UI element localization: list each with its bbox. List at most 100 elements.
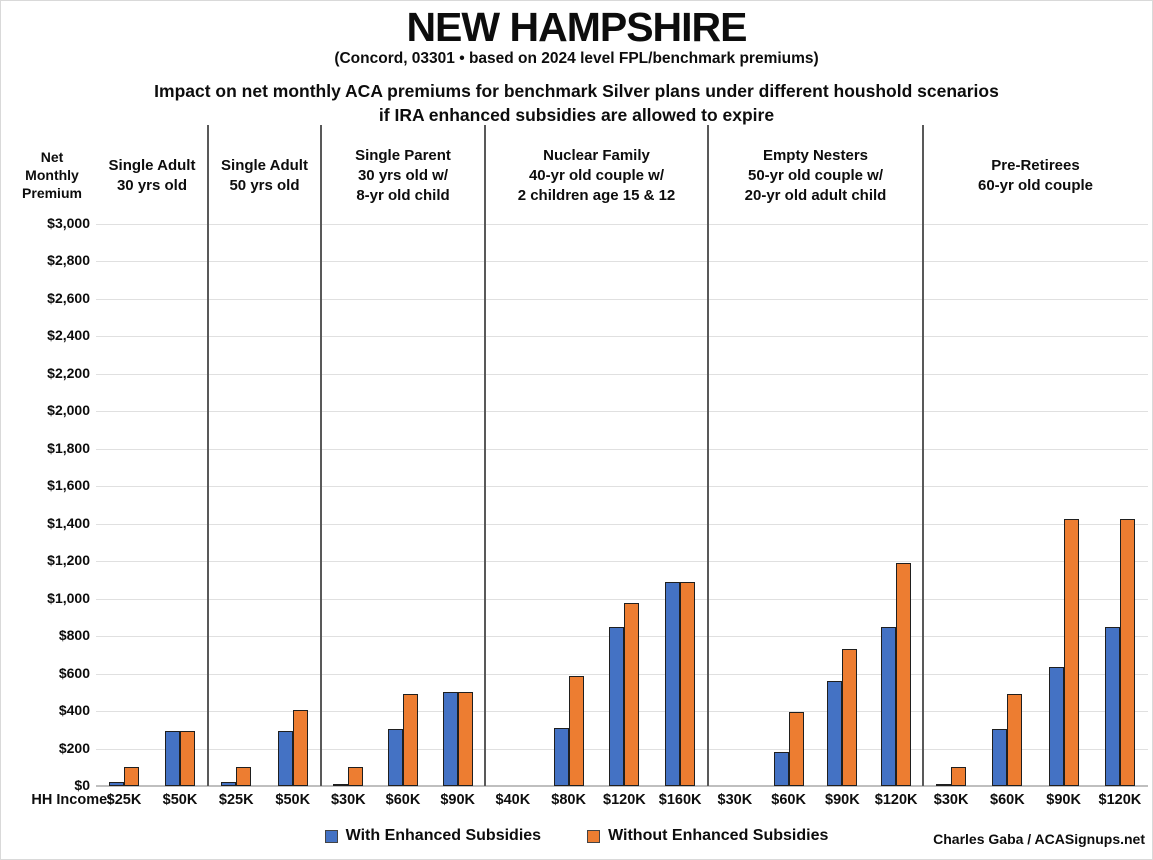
- y-tick-label: $2,000: [47, 402, 90, 419]
- income-tick-label: $25K: [218, 792, 254, 808]
- bar-without-subsidies: [568, 676, 584, 786]
- panel-header: Single Adult 50 yrs old: [221, 157, 308, 194]
- bar-without-subsidies: [624, 603, 640, 786]
- gridline: [96, 411, 1148, 413]
- y-tick-label: $2,400: [47, 327, 90, 344]
- legend-label: With Enhanced Subsidies: [345, 827, 542, 844]
- bar-with-subsidies: [333, 784, 349, 786]
- y-tick-label: $3,000: [47, 215, 90, 231]
- y-tick-label: $1,200: [47, 552, 90, 569]
- panel-divider: [207, 125, 209, 786]
- income-tick-label: $80K: [551, 792, 586, 808]
- income-tick-label: $120K: [874, 792, 918, 808]
- income-tick-label: $120K: [603, 792, 646, 808]
- bar-with-subsidies: [277, 730, 293, 786]
- income-tick-label: $60K: [385, 792, 421, 808]
- bar-with-subsidies: [773, 752, 789, 786]
- gridline: [96, 598, 1148, 600]
- bar-without-subsidies: [236, 767, 252, 786]
- gridline: [96, 523, 1148, 525]
- y-tick-label: $2,200: [47, 364, 90, 381]
- bar-with-subsidies: [881, 626, 897, 786]
- panel-divider: [707, 125, 709, 786]
- bar-without-subsidies: [680, 581, 696, 786]
- bar-without-subsidies: [788, 712, 804, 786]
- income-tick-label: $50K: [162, 792, 198, 808]
- chart-heading-line2: if IRA enhanced subsidies are allowed to…: [378, 105, 775, 125]
- y-tick-label: $1,600: [47, 477, 90, 494]
- gridline: [96, 448, 1148, 450]
- income-tick-label: $90K: [825, 792, 860, 808]
- legend: With Enhanced Subsidies Without Enhanced…: [0, 827, 1153, 845]
- income-tick-label: $160K: [658, 792, 702, 808]
- y-tick-label: $800: [58, 627, 90, 644]
- income-tick-label: $30K: [330, 792, 366, 808]
- x-axis-label: HH Income:: [31, 792, 112, 808]
- chart-subtitle: (Concord, 03301 • based on 2024 level FP…: [334, 50, 819, 67]
- income-tick-label: $60K: [771, 792, 806, 808]
- bar-with-subsidies: [609, 626, 625, 786]
- income-tick-label: $30K: [717, 792, 753, 808]
- panel-header: Pre-Retirees 60-yr old couple: [977, 157, 1094, 194]
- bar-without-subsidies: [457, 692, 473, 786]
- income-tick-label: $30K: [933, 792, 969, 808]
- without-subsidies-swatch-icon: [587, 829, 601, 843]
- bar-with-subsidies: [1048, 667, 1064, 786]
- panel-divider: [320, 125, 322, 786]
- income-tick-label: $25K: [106, 792, 142, 808]
- gridline: [96, 261, 1148, 263]
- bar-with-subsidies: [992, 728, 1008, 786]
- y-tick-label: $200: [58, 739, 90, 756]
- income-tick-label: $90K: [440, 792, 475, 808]
- panel-header: Empty Nesters 50-yr old couple w/ 20-yr …: [744, 147, 887, 204]
- x-axis-line: [96, 785, 1148, 787]
- y-tick-label: $0: [74, 777, 90, 793]
- panel-header: Single Parent 30 yrs old w/ 8-yr old chi…: [355, 147, 451, 204]
- y-tick-label: $600: [58, 664, 90, 681]
- gridline: [96, 486, 1148, 488]
- gridline: [96, 336, 1148, 338]
- bar-without-subsidies: [124, 767, 139, 786]
- y-axis-title: Net Monthly Premium: [22, 149, 82, 201]
- gridline: [96, 298, 1148, 300]
- y-tick-label: $2,800: [47, 252, 90, 269]
- y-tick-label: $1,000: [47, 589, 90, 606]
- with-subsidies-swatch-icon: [324, 829, 338, 843]
- gridline: [96, 561, 1148, 563]
- bar-without-subsidies: [1007, 694, 1023, 786]
- y-tick-label: $1,400: [47, 514, 90, 531]
- panel-divider: [484, 125, 486, 786]
- bar-with-subsidies: [665, 581, 681, 786]
- credit-attribution: Charles Gaba / ACASignups.net: [933, 831, 1145, 847]
- bar-with-subsidies: [936, 784, 952, 786]
- bar-without-subsidies: [348, 767, 364, 786]
- panel-header: Nuclear Family 40-yr old couple w/ 2 chi…: [517, 147, 676, 204]
- chart-heading-line1: Impact on net monthly ACA premiums for b…: [154, 81, 999, 101]
- legend-item-without-subsidies: Without Enhanced Subsidies: [587, 827, 828, 845]
- bar-without-subsidies: [1063, 519, 1079, 786]
- bar-without-subsidies: [896, 563, 912, 786]
- income-tick-label: $120K: [1098, 792, 1142, 808]
- income-tick-label: $90K: [1046, 792, 1081, 808]
- bar-without-subsidies: [842, 649, 858, 786]
- bar-with-subsidies: [221, 782, 237, 786]
- legend-item-with-subsidies: With Enhanced Subsidies: [324, 827, 542, 845]
- income-tick-label: $40K: [495, 792, 531, 808]
- gridline: [96, 373, 1148, 375]
- y-tick-label: $400: [58, 702, 90, 719]
- bar-with-subsidies: [553, 727, 569, 786]
- bar-without-subsidies: [180, 730, 195, 786]
- y-tick-label: $1,800: [47, 439, 90, 456]
- bar-without-subsidies: [1119, 519, 1135, 786]
- bar-with-subsidies: [827, 681, 843, 786]
- gridline: [96, 224, 1148, 225]
- panel-header: Single Adult 30 yrs old: [108, 157, 196, 194]
- legend-label: Without Enhanced Subsidies: [608, 827, 829, 844]
- bar-without-subsidies: [292, 710, 308, 786]
- bar-with-subsidies: [388, 728, 403, 786]
- panel-divider: [922, 125, 924, 786]
- bar-with-subsidies: [165, 730, 180, 786]
- bar-with-subsidies: [1104, 626, 1120, 786]
- bar-with-subsidies: [109, 782, 124, 786]
- chart-title: NEW HAMPSHIRE: [406, 4, 747, 50]
